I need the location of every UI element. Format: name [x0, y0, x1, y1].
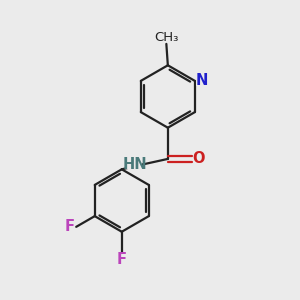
Text: F: F	[65, 219, 75, 234]
Text: N: N	[195, 74, 208, 88]
Text: O: O	[192, 152, 204, 166]
FancyBboxPatch shape	[65, 223, 74, 231]
FancyBboxPatch shape	[118, 256, 126, 264]
FancyBboxPatch shape	[128, 160, 142, 169]
FancyBboxPatch shape	[196, 76, 207, 86]
Text: HN: HN	[122, 157, 147, 172]
Text: CH₃: CH₃	[154, 31, 178, 44]
FancyBboxPatch shape	[159, 33, 174, 42]
FancyBboxPatch shape	[194, 155, 203, 163]
Text: F: F	[117, 252, 127, 267]
